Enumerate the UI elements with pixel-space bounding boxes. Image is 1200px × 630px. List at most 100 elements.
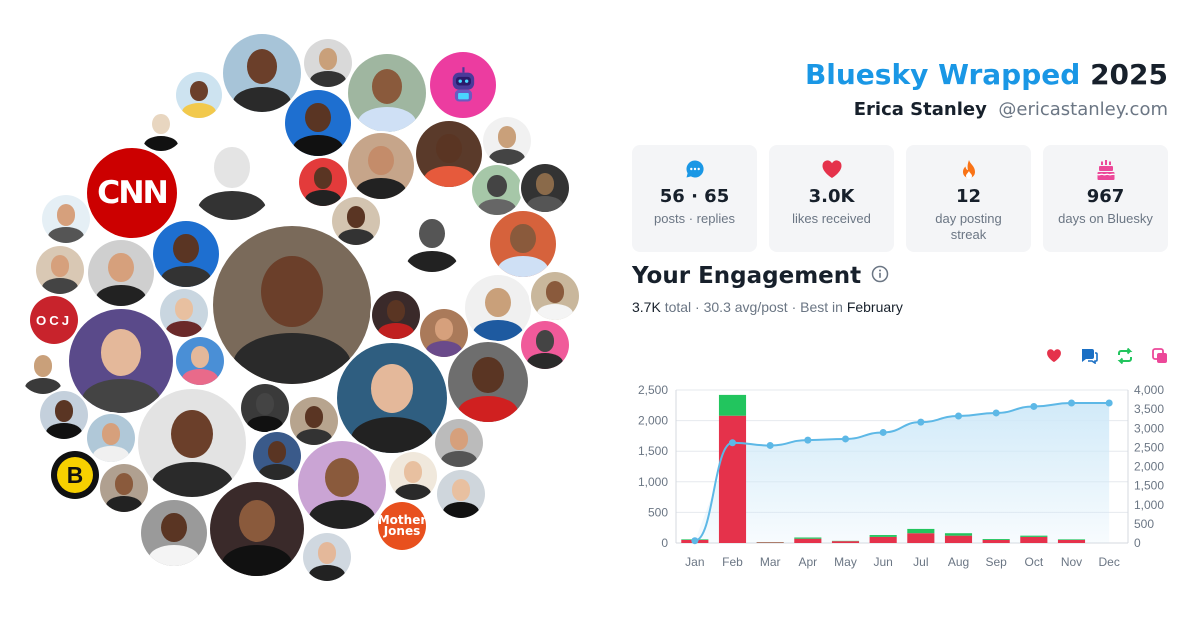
profile-avatar <box>372 291 420 339</box>
profile-avatar <box>465 275 531 341</box>
engagement-total-suffix: total · <box>664 299 700 315</box>
profile-avatar <box>389 452 437 500</box>
x-tick-label: May <box>834 555 857 569</box>
user-name: Erica Stanley <box>853 99 987 120</box>
bar-reposts <box>982 539 1010 540</box>
bar-reposts <box>944 533 973 536</box>
profile-avatar <box>153 221 219 287</box>
cake-icon <box>1043 159 1168 181</box>
cumulative-point <box>842 435 849 443</box>
year-label: 2025 <box>1090 58 1168 91</box>
cumulative-point <box>879 428 887 436</box>
b-logo: B <box>51 451 99 499</box>
bar-likes <box>831 541 860 543</box>
y-right-tick-label: 2,500 <box>1134 440 1164 454</box>
profile-avatar <box>348 133 414 199</box>
bar-likes <box>718 415 747 543</box>
profile-avatar <box>521 164 569 212</box>
engagement-best-prefix: · Best in <box>791 299 843 315</box>
x-tick-label: Jan <box>685 555 704 569</box>
y-right-tick-label: 0 <box>1134 536 1141 550</box>
engagement-summary: 3.7K total · 30.3 avg/post · Best in Feb… <box>632 299 903 315</box>
profile-avatar <box>69 309 173 413</box>
y-right-tick-label: 3,000 <box>1134 421 1164 435</box>
x-tick-label: Jun <box>873 555 892 569</box>
stat-label: days on Bluesky <box>1058 211 1153 226</box>
stat-label: likes received <box>792 211 871 226</box>
y-right-tick-label: 1,000 <box>1134 498 1164 512</box>
profile-avatar <box>138 105 184 151</box>
y-right-tick-label: 500 <box>1134 517 1154 531</box>
profile-avatar <box>348 54 426 132</box>
repost-icon[interactable] <box>1116 348 1134 364</box>
y-left-tick-label: 2,500 <box>638 383 668 397</box>
profile-avatar <box>176 72 222 118</box>
bar-reposts <box>1057 539 1086 540</box>
bar-likes <box>756 542 784 543</box>
profile-avatar <box>472 165 522 215</box>
profile-avatar <box>304 39 352 87</box>
bar-reposts <box>1020 535 1048 537</box>
stat-card-days: 967 days on Bluesky <box>1043 145 1168 252</box>
info-icon[interactable] <box>871 263 889 289</box>
profile-avatar <box>223 34 301 112</box>
speech-bubble-icon <box>632 159 757 181</box>
profile-avatar <box>100 464 148 512</box>
stat-label: posts · replies <box>654 211 735 226</box>
y-right-tick-label: 4,000 <box>1134 383 1164 397</box>
page-title: Bluesky Wrapped 2025 <box>632 56 1168 94</box>
engagement-best-month: February <box>846 299 903 315</box>
x-tick-label: Feb <box>722 555 743 569</box>
bar-likes <box>982 539 1010 543</box>
profile-avatar <box>490 211 556 277</box>
engagement-title: Your Engagement <box>632 263 889 289</box>
bar-likes <box>1020 536 1048 543</box>
profile-avatar <box>88 240 154 306</box>
ocj-logo: OCJ <box>30 296 78 344</box>
stat-value: 3.0K <box>808 186 855 207</box>
bar-reposts <box>718 394 747 416</box>
profile-avatar <box>19 346 67 394</box>
profile-avatar <box>285 90 351 156</box>
y-right-tick-label: 3,500 <box>1134 402 1164 416</box>
x-tick-label: Sep <box>985 555 1007 569</box>
stat-value: 56 · 65 <box>659 186 730 207</box>
cumulative-point <box>992 409 1000 417</box>
bar-likes <box>869 536 897 543</box>
profile-avatar <box>160 289 208 337</box>
heart-icon[interactable] <box>1046 348 1062 364</box>
stat-card-posts: 56 · 65 posts · replies <box>632 145 757 252</box>
profile-avatar <box>399 206 465 272</box>
x-tick-label: Aug <box>948 555 969 569</box>
mother-jones-logo: Mother Jones <box>378 502 426 550</box>
profile-avatar <box>437 470 485 518</box>
reply-icon[interactable] <box>1080 348 1098 364</box>
profile-avatar <box>290 397 338 445</box>
user-line: Erica Stanley @ericastanley.com <box>632 96 1168 123</box>
cumulative-point <box>1030 402 1038 410</box>
stats-row: 56 · 65 posts · replies 3.0K likes recei… <box>632 145 1168 252</box>
fire-icon <box>906 159 1031 181</box>
y-left-tick-label: 1,000 <box>638 475 668 489</box>
cumulative-point <box>955 412 962 420</box>
bar-likes <box>944 535 973 543</box>
y-left-tick-label: 0 <box>661 536 668 550</box>
profile-avatar <box>531 272 579 320</box>
cumulative-point <box>729 439 736 447</box>
profile-avatar <box>521 321 569 369</box>
y-left-tick-label: 500 <box>648 505 668 519</box>
x-tick-label: Dec <box>1098 555 1119 569</box>
bar-likes <box>794 538 822 543</box>
profile-avatar <box>253 432 301 480</box>
x-tick-label: Mar <box>760 555 781 569</box>
user-handle[interactable]: @ericastanley.com <box>998 99 1168 120</box>
cumulative-area <box>694 403 1110 543</box>
quote-icon[interactable] <box>1152 348 1168 364</box>
bar-reposts <box>869 535 897 537</box>
b-logo-letter: B <box>57 457 93 493</box>
x-tick-label: Apr <box>798 555 817 569</box>
y-right-tick-label: 1,500 <box>1134 479 1164 493</box>
profile-avatar <box>435 419 483 467</box>
profile-avatar <box>87 414 135 462</box>
profile-avatar <box>138 389 246 497</box>
